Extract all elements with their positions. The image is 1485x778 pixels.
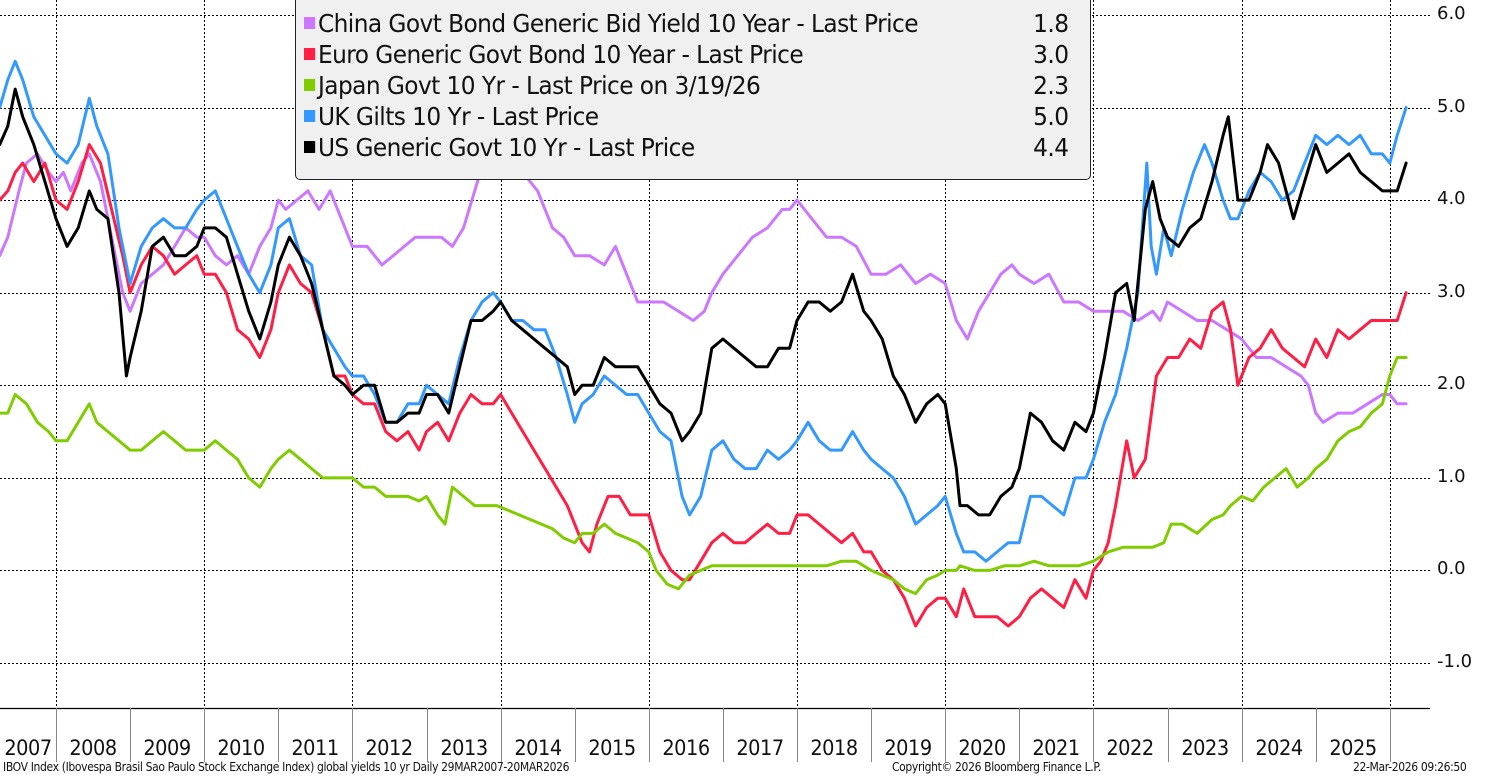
y-tick-label: 5.0 <box>1437 95 1466 117</box>
y-tick-label: 6.0 <box>1437 3 1466 24</box>
x-tick-label: 2015 <box>588 736 636 760</box>
footer-source: IBOV Index (Ibovespa Brasil Sao Paulo St… <box>3 760 570 774</box>
x-tick-label: 2014 <box>513 736 562 760</box>
legend-value: 2.3 <box>1033 71 1069 100</box>
legend-label: China Govt Bond Generic Bid Yield 10 Yea… <box>317 9 919 38</box>
x-tick-label: 2017 <box>736 736 784 760</box>
legend-item-uk: UK Gilts 10 Yr - Last Price 5.0 <box>304 101 1069 132</box>
series-line-0 <box>0 143 1408 424</box>
y-tick-label: 1.0 <box>1437 465 1466 487</box>
x-tick-label: 2022 <box>1106 736 1155 760</box>
legend-swatch-uk <box>304 110 316 122</box>
legend-label: Japan Govt 10 Yr - Last Price on 3/19/26 <box>317 71 761 100</box>
legend-value: 3.0 <box>1033 40 1069 69</box>
legend-swatch-china <box>304 17 316 29</box>
legend: China Govt Bond Generic Bid Yield 10 Yea… <box>295 0 1091 180</box>
y-tick-label: -1.0 <box>1437 651 1473 672</box>
x-tick-label: 2023 <box>1180 736 1229 760</box>
legend-value: 4.4 <box>1033 133 1069 162</box>
x-tick-label: 2021 <box>1032 736 1081 760</box>
x-tick-label: 2020 <box>958 736 1007 760</box>
x-tick-label: 2009 <box>143 736 191 760</box>
series-line-4 <box>0 87 1408 517</box>
x-tick-label: 2007 <box>4 736 52 760</box>
series-lines <box>0 59 1408 628</box>
legend-swatch-us <box>304 141 316 153</box>
x-tick-label: 2008 <box>69 736 117 760</box>
x-tick-label: 2018 <box>810 736 858 760</box>
legend-item-us: US Generic Govt 10 Yr - Last Price 4.4 <box>304 132 1069 163</box>
legend-label: Euro Generic Govt Bond 10 Year - Last Pr… <box>317 40 804 69</box>
x-tick-label: 2012 <box>365 736 414 760</box>
series-line-1 <box>0 143 1408 628</box>
legend-value: 1.8 <box>1033 9 1069 38</box>
x-tick-label: 2010 <box>217 736 266 760</box>
y-tick-label: 3.0 <box>1437 280 1466 302</box>
series-line-3 <box>0 59 1408 563</box>
y-tick-label: 2.0 <box>1437 373 1466 395</box>
legend-item-euro: Euro Generic Govt Bond 10 Year - Last Pr… <box>304 39 1069 70</box>
legend-swatch-japan <box>304 79 316 91</box>
legend-label: UK Gilts 10 Yr - Last Price <box>317 102 599 131</box>
legend-label: US Generic Govt 10 Yr - Last Price <box>317 133 695 162</box>
footer-timestamp: 22-Mar-2026 09:26:50 <box>1353 760 1467 774</box>
x-tick-label: 2025 <box>1329 736 1377 760</box>
legend-swatch-euro <box>304 48 316 60</box>
x-tick-label: 2013 <box>439 736 488 760</box>
legend-item-japan: Japan Govt 10 Yr - Last Price on 3/19/26… <box>304 70 1069 101</box>
legend-value: 5.0 <box>1033 102 1069 131</box>
series-line-2 <box>0 356 1408 596</box>
axes <box>0 707 1430 762</box>
x-tick-label: 2019 <box>884 736 932 760</box>
legend-item-china: China Govt Bond Generic Bid Yield 10 Yea… <box>304 8 1069 39</box>
x-tick-label: 2016 <box>662 736 710 760</box>
x-tick-label: 2024 <box>1254 736 1303 760</box>
x-tick-label: 2011 <box>291 736 340 760</box>
y-tick-label: 0.0 <box>1437 558 1466 580</box>
footer-copyright: Copyright© 2026 Bloomberg Finance L.P. <box>892 760 1101 774</box>
y-tick-label: 4.0 <box>1437 188 1466 210</box>
